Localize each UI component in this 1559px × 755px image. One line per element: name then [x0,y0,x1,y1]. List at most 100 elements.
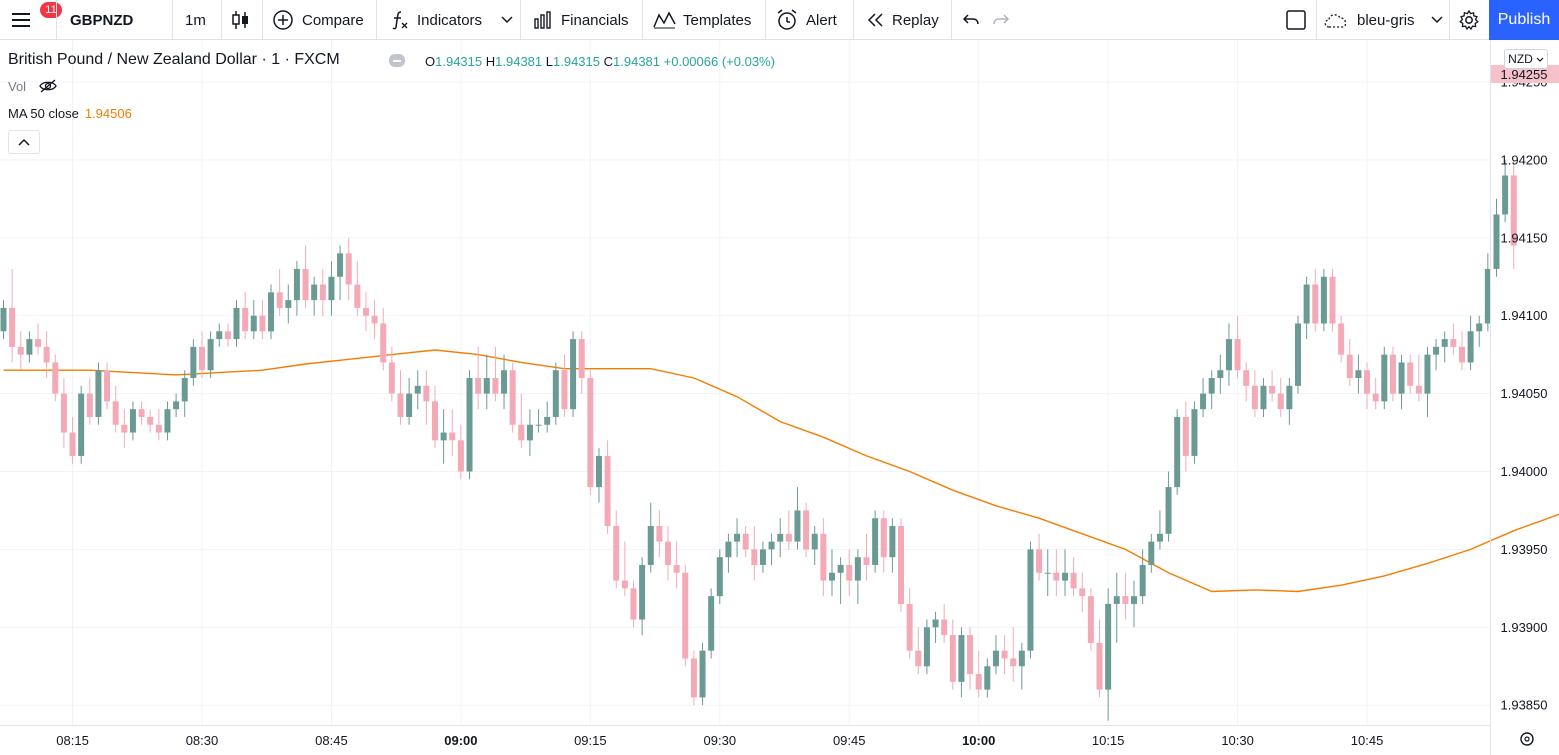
candle-body [1458,346,1465,363]
candle [1415,354,1422,402]
candle [630,580,637,628]
candle-body [535,424,542,426]
chart-type-button[interactable] [230,0,250,40]
publish-button[interactable]: Publish [1489,0,1559,40]
menu-button[interactable]: 11 [10,0,62,40]
candle-body [1389,354,1396,394]
price-chart[interactable]: 1.942501.942001.941501.941001.940501.940… [0,40,1559,755]
candle-body [423,385,430,402]
candle [1208,370,1215,410]
volume-legend[interactable]: Vol [8,79,57,94]
candle-body [526,424,533,441]
candle-body [1200,393,1207,410]
candle [923,619,930,675]
candle [388,346,395,402]
candle-body [1139,564,1146,597]
close-value: 1.94381 [613,54,661,69]
templates-button[interactable]: Templates [653,0,751,40]
candle-body [837,564,844,573]
chevron-down-icon [501,16,513,24]
candle-body [380,323,387,363]
candle [69,416,76,464]
candle [78,385,85,464]
indicators-button[interactable]: Indicators [389,0,482,40]
candle-body [1113,596,1120,604]
candle [837,557,844,604]
candle [1286,378,1293,425]
candle [1070,557,1077,597]
candle [958,627,965,698]
candle-body [785,533,792,542]
candle-body [475,378,482,394]
interval-selector[interactable]: 1m [185,11,206,29]
candle-body [259,315,266,332]
redo-button[interactable] [991,0,1011,40]
candle-body [276,292,283,308]
candle [250,300,257,340]
candle-body [613,526,620,581]
candle-body [734,533,741,542]
candle [992,635,999,675]
candles-icon [232,11,248,29]
candle [544,401,551,433]
candle-body [759,549,766,565]
candle [725,533,732,573]
candle [1225,323,1232,386]
candle [595,448,602,503]
candle [975,650,982,698]
candle [129,401,136,441]
candle-body [872,518,879,565]
replay-button[interactable]: Replay [866,0,939,40]
candle-body [561,370,568,410]
candle [768,533,775,565]
candle-body [656,526,663,542]
candle-body [1346,354,1353,379]
candle [552,362,559,425]
candle-body [509,370,516,425]
candle [1139,549,1146,604]
candle [104,362,111,410]
candle [155,409,162,441]
candle [181,370,188,417]
candle-body [138,409,145,417]
candle-body [906,603,913,651]
candle-body [1027,549,1034,651]
time-tick-label: 10:30 [1221,733,1254,748]
candle-body [1131,596,1138,604]
candle [906,588,913,659]
currency-selector[interactable]: NZD [1504,49,1548,69]
fullscreen-button[interactable] [1285,0,1307,40]
candle [1398,354,1405,410]
indicators-dropdown-button[interactable] [501,0,513,40]
market-status-icon[interactable] [389,54,405,67]
alert-button[interactable]: Alert [775,0,837,40]
collapse-legend-button[interactable] [8,130,40,154]
candle-body [828,572,835,581]
chevron-down-icon [1536,57,1544,62]
candle [147,409,154,433]
candle [1260,378,1267,417]
candle-body [1415,385,1422,394]
time-axis-settings-button[interactable] [1520,732,1534,746]
ma-legend[interactable]: MA 50 close 1.94506 [8,106,132,121]
financials-button[interactable]: Financials [533,0,629,40]
compare-button[interactable]: Compare [272,0,364,40]
candle-body [889,526,896,558]
candle-body [544,416,551,425]
candle [1441,331,1448,363]
layout-button[interactable]: bleu-gris [1322,0,1443,40]
candle-body [311,284,318,301]
candle-body [466,378,473,472]
eye-off-icon[interactable] [38,78,58,94]
candle [854,549,861,604]
last-price-tag [1491,65,1559,83]
undo-button[interactable] [961,0,981,40]
symbol-search[interactable]: GBPNZD [70,11,134,29]
candle [1122,572,1129,620]
candle [224,323,231,347]
time-tick-label: 08:45 [315,733,348,748]
candle-body [1234,339,1241,371]
candle [190,339,197,386]
candle [1433,339,1440,371]
settings-button[interactable] [1458,0,1480,40]
